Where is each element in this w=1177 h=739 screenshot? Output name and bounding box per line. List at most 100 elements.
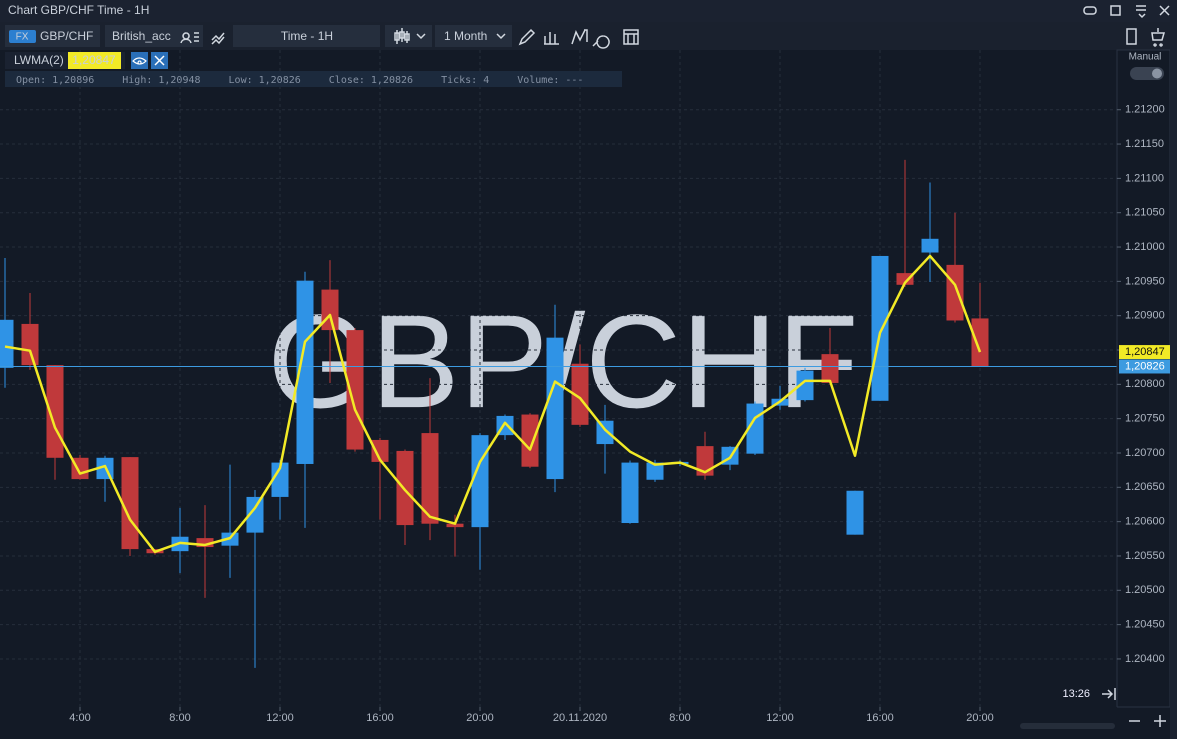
countdown: 13:26 bbox=[1062, 688, 1090, 700]
x-tick-label: 16:00 bbox=[366, 712, 394, 724]
side-icons[interactable] bbox=[1126, 28, 1165, 47]
price-label: 1,20826 bbox=[1125, 360, 1165, 372]
y-tick-label: 1.20550 bbox=[1125, 550, 1165, 562]
candle-body bbox=[596, 420, 614, 445]
strip-value: --- bbox=[565, 75, 583, 86]
strip-label: Close: bbox=[329, 75, 365, 86]
scrollbar[interactable] bbox=[1020, 723, 1115, 729]
tool-icons[interactable] bbox=[518, 28, 639, 49]
strip-label: Open: bbox=[16, 75, 46, 86]
candle-body bbox=[796, 370, 814, 401]
zoom-buttons[interactable] bbox=[1129, 715, 1166, 727]
y-tick-label: 1.20900 bbox=[1125, 310, 1165, 322]
x-tick-label: 16:00 bbox=[866, 712, 894, 724]
market-badge: FX bbox=[16, 32, 29, 43]
candle-body bbox=[646, 462, 664, 480]
time-axis bbox=[0, 707, 1117, 739]
candle-body bbox=[571, 363, 589, 425]
y-tick-label: 1.20400 bbox=[1125, 653, 1165, 665]
candle-body bbox=[21, 323, 39, 366]
x-tick-label: 20.11.2020 bbox=[553, 712, 607, 724]
y-tick-label: 1.21100 bbox=[1125, 172, 1164, 184]
account[interactable]: British_acc bbox=[112, 29, 171, 43]
right-border bbox=[1170, 0, 1177, 739]
overlay-last-bg bbox=[1119, 345, 1170, 360]
candle-body bbox=[846, 490, 864, 535]
candle-body bbox=[421, 433, 439, 524]
x-tick-label: 8:00 bbox=[169, 712, 190, 724]
scroll-to-end[interactable] bbox=[1102, 688, 1116, 700]
remove-icon[interactable] bbox=[154, 55, 165, 66]
eye-icon[interactable] bbox=[132, 57, 147, 65]
ohlc-strip bbox=[5, 71, 622, 87]
period-caret[interactable] bbox=[496, 33, 506, 40]
strip-value: 1,20826 bbox=[259, 75, 301, 86]
candle-body bbox=[296, 280, 314, 464]
candle-body bbox=[696, 446, 714, 476]
candle-body bbox=[371, 439, 389, 462]
candle-body bbox=[821, 354, 839, 383]
period-button[interactable] bbox=[435, 25, 512, 47]
price-label-bg bbox=[1119, 359, 1170, 374]
candle-body bbox=[71, 457, 89, 480]
timeframe[interactable]: Time - 1H bbox=[281, 29, 333, 43]
series bbox=[0, 159, 1117, 668]
ohlc-values: Open: 1,20896 High: 1,20948 Low: 1,20826 Close… bbox=[16, 75, 583, 86]
strip-value: 1,20948 bbox=[158, 75, 200, 86]
x-tick-label: 12:00 bbox=[266, 712, 294, 724]
candle-body bbox=[896, 273, 914, 285]
scale-toggle-knob[interactable] bbox=[1152, 68, 1162, 79]
indicator-visible-button[interactable] bbox=[131, 52, 148, 69]
candle-body bbox=[396, 450, 414, 526]
strip-label: High: bbox=[122, 75, 152, 86]
title-bar bbox=[0, 0, 1177, 22]
compare-icon[interactable] bbox=[211, 32, 225, 45]
y-tick-label: 1.20600 bbox=[1125, 516, 1165, 528]
maximize-icon[interactable] bbox=[1110, 5, 1121, 16]
x-tick-label: 20:00 bbox=[966, 712, 994, 724]
candle-body bbox=[971, 318, 989, 367]
close-icon[interactable] bbox=[1159, 5, 1170, 16]
candle-body bbox=[871, 255, 889, 401]
symbol[interactable]: GBP/CHF bbox=[40, 29, 93, 43]
link-icon[interactable] bbox=[1083, 6, 1097, 15]
y-tick-label: 1.21150 bbox=[1125, 138, 1164, 150]
account-button[interactable] bbox=[105, 25, 203, 47]
market-badge-bg bbox=[9, 30, 36, 43]
strip-label: Volume: bbox=[517, 75, 559, 86]
indicator-value: 1,20847 bbox=[72, 53, 116, 67]
account-icon[interactable] bbox=[180, 32, 199, 44]
candle-body bbox=[621, 462, 639, 524]
overlay-last-label: 1,20847 bbox=[1125, 346, 1165, 358]
candle-body bbox=[196, 538, 214, 548]
candle-body bbox=[946, 264, 964, 321]
chart-type-icon[interactable] bbox=[394, 28, 426, 44]
candle-body bbox=[446, 523, 464, 528]
candle-body bbox=[546, 337, 564, 480]
candle-body bbox=[321, 289, 339, 331]
y-tick-label: 1.20500 bbox=[1125, 584, 1165, 596]
overlay-line bbox=[4, 254, 982, 554]
x-tick-label: 4:00 bbox=[69, 712, 90, 724]
price-axis bbox=[1116, 49, 1171, 708]
candle-body bbox=[921, 238, 939, 253]
period[interactable]: 1 Month bbox=[444, 29, 487, 43]
strip-value: 1,20826 bbox=[371, 75, 413, 86]
strip-value: 1,20896 bbox=[52, 75, 94, 86]
y-tick-label: 1.21050 bbox=[1125, 207, 1165, 219]
strip-value: 4 bbox=[483, 75, 489, 86]
y-tick-label: 1.20650 bbox=[1125, 481, 1165, 493]
strip-label: Low: bbox=[229, 75, 253, 86]
menu-icon[interactable] bbox=[1136, 5, 1146, 19]
window-controls[interactable] bbox=[1083, 5, 1170, 19]
candle-body bbox=[121, 457, 139, 550]
y-tick-label: 1.20950 bbox=[1125, 275, 1165, 287]
candle-body bbox=[471, 435, 489, 528]
indicator-name: LWMA(2) bbox=[14, 53, 64, 67]
timeframe-button[interactable] bbox=[233, 25, 380, 47]
scale-mode[interactable]: Manual bbox=[1129, 52, 1162, 63]
strip-label: Ticks: bbox=[441, 75, 477, 86]
y-tick-label: 1.20700 bbox=[1125, 447, 1165, 459]
y-tick-label: 1.20750 bbox=[1125, 413, 1165, 425]
